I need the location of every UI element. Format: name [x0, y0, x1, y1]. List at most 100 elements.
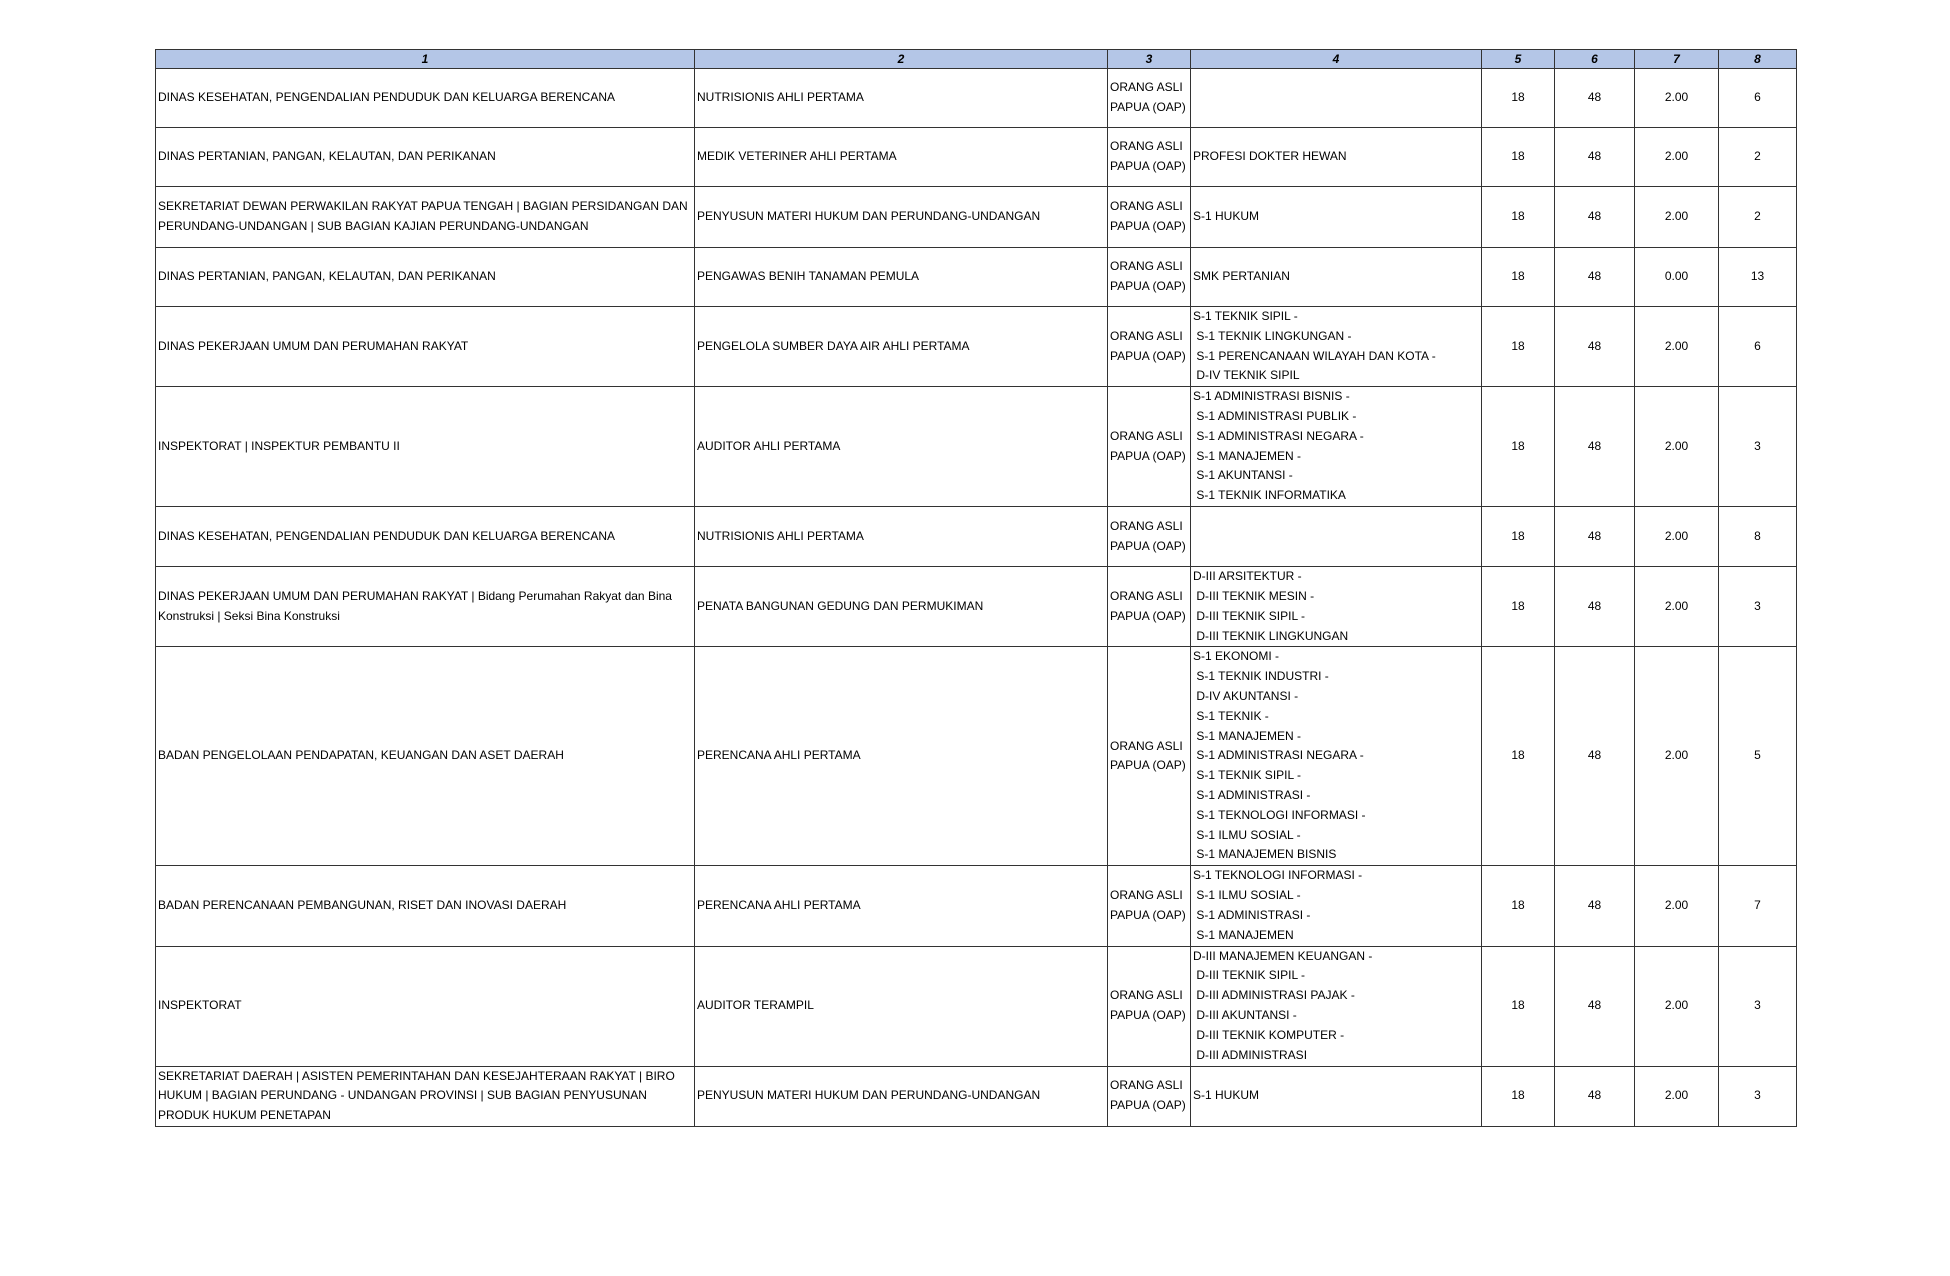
qualification-cell: S-1 HUKUM: [1190, 186, 1482, 248]
column-header-6: 6: [1554, 49, 1635, 69]
position-cell: NUTRISIONIS AHLI PERTAMA: [694, 68, 1108, 128]
table-row: INSPEKTORAT AUDITOR TERAMPIL ORANG ASLI PA…: [155, 945, 1797, 1067]
group-cell: ORANG ASLI PAPUA (OAP): [1107, 305, 1191, 388]
table-row: BADAN PENGELOLAAN PENDAPATAN, KEUANGAN D…: [155, 646, 1797, 867]
table-row: DINAS PEKERJAAN UMUM DAN PERUMAHAN RAKYA…: [155, 305, 1797, 388]
table-body: DINAS KESEHATAN, PENGENDALIAN PENDUDUK D…: [155, 68, 1797, 1127]
value-cell-8: 7: [1718, 865, 1797, 947]
position-cell: NUTRISIONIS AHLI PERTAMA: [694, 506, 1108, 568]
value-cell-8: 3: [1718, 386, 1797, 508]
value-cell-5: 18: [1481, 865, 1555, 947]
value-cell-8: 6: [1718, 68, 1797, 128]
value-cell-7: 2.00: [1634, 305, 1719, 388]
position-cell: PENYUSUN MATERI HUKUM DAN PERUNDANG-UNDA…: [694, 1065, 1108, 1127]
value-cell-5: 18: [1481, 127, 1555, 187]
value-cell-8: 3: [1718, 1065, 1797, 1127]
qualification-cell: D-III ARSITEKTUR - D-III TEKNIK MESIN - …: [1190, 566, 1482, 648]
value-cell-7: 0.00: [1634, 247, 1719, 307]
table-row: SEKRETARIAT DAERAH | ASISTEN PEMERINTAHA…: [155, 1065, 1797, 1127]
value-cell-6: 48: [1554, 646, 1635, 867]
group-cell: ORANG ASLI PAPUA (OAP): [1107, 386, 1191, 508]
value-cell-8: 5: [1718, 646, 1797, 867]
qualification-cell: S-1 TEKNIK SIPIL - S-1 TEKNIK LINGKUNGAN…: [1190, 305, 1482, 388]
table-row: SEKRETARIAT DEWAN PERWAKILAN RAKYAT PAPU…: [155, 186, 1797, 248]
value-cell-5: 18: [1481, 386, 1555, 508]
position-cell: AUDITOR AHLI PERTAMA: [694, 386, 1108, 508]
value-cell-8: 13: [1718, 247, 1797, 307]
value-cell-8: 3: [1718, 566, 1797, 648]
value-cell-6: 48: [1554, 1065, 1635, 1127]
unit-cell: DINAS KESEHATAN, PENGENDALIAN PENDUDUK D…: [155, 506, 695, 568]
value-cell-6: 48: [1554, 865, 1635, 947]
unit-cell: SEKRETARIAT DEWAN PERWAKILAN RAKYAT PAPU…: [155, 186, 695, 248]
value-cell-5: 18: [1481, 566, 1555, 648]
position-cell: PENGAWAS BENIH TANAMAN PEMULA: [694, 247, 1108, 307]
qualification-cell: S-1 ADMINISTRASI BISNIS - S-1 ADMINISTRA…: [1190, 386, 1482, 508]
value-cell-7: 2.00: [1634, 506, 1719, 568]
qualification-cell: SMK PERTANIAN: [1190, 247, 1482, 307]
value-cell-8: 2: [1718, 186, 1797, 248]
table-row: DINAS PERTANIAN, PANGAN, KELAUTAN, DAN P…: [155, 127, 1797, 187]
value-cell-6: 48: [1554, 386, 1635, 508]
value-cell-5: 18: [1481, 305, 1555, 388]
value-cell-5: 18: [1481, 646, 1555, 867]
value-cell-8: 8: [1718, 506, 1797, 568]
table-row: DINAS PEKERJAAN UMUM DAN PERUMAHAN RAKYA…: [155, 566, 1797, 648]
value-cell-6: 48: [1554, 945, 1635, 1067]
group-cell: ORANG ASLI PAPUA (OAP): [1107, 945, 1191, 1067]
unit-cell: BADAN PERENCANAAN PEMBANGUNAN, RISET DAN…: [155, 865, 695, 947]
unit-cell: INSPEKTORAT: [155, 945, 695, 1067]
column-header-2: 2: [694, 49, 1108, 69]
value-cell-7: 2.00: [1634, 1065, 1719, 1127]
value-cell-7: 2.00: [1634, 127, 1719, 187]
qualification-cell: S-1 HUKUM: [1190, 1065, 1482, 1127]
value-cell-7: 2.00: [1634, 386, 1719, 508]
value-cell-7: 2.00: [1634, 68, 1719, 128]
value-cell-6: 48: [1554, 305, 1635, 388]
position-cell: PENATA BANGUNAN GEDUNG DAN PERMUKIMAN: [694, 566, 1108, 648]
group-cell: ORANG ASLI PAPUA (OAP): [1107, 127, 1191, 187]
value-cell-5: 18: [1481, 1065, 1555, 1127]
value-cell-5: 18: [1481, 945, 1555, 1067]
qualification-cell: S-1 TEKNOLOGI INFORMASI - S-1 ILMU SOSIA…: [1190, 865, 1482, 947]
table-row: BADAN PERENCANAAN PEMBANGUNAN, RISET DAN…: [155, 865, 1797, 947]
value-cell-5: 18: [1481, 68, 1555, 128]
group-cell: ORANG ASLI PAPUA (OAP): [1107, 68, 1191, 128]
column-header-4: 4: [1190, 49, 1482, 69]
value-cell-7: 2.00: [1634, 865, 1719, 947]
group-cell: ORANG ASLI PAPUA (OAP): [1107, 865, 1191, 947]
position-cell: PERENCANA AHLI PERTAMA: [694, 646, 1108, 867]
column-header-5: 5: [1481, 49, 1555, 69]
value-cell-5: 18: [1481, 247, 1555, 307]
qualification-cell: [1190, 68, 1482, 128]
table-row: INSPEKTORAT | INSPEKTUR PEMBANTU II AUDIT…: [155, 386, 1797, 508]
unit-cell: DINAS PEKERJAAN UMUM DAN PERUMAHAN RAKYA…: [155, 566, 695, 648]
position-cell: PENYUSUN MATERI HUKUM DAN PERUNDANG-UNDA…: [694, 186, 1108, 248]
group-cell: ORANG ASLI PAPUA (OAP): [1107, 186, 1191, 248]
column-header-8: 8: [1718, 49, 1797, 69]
unit-cell: DINAS KESEHATAN, PENGENDALIAN PENDUDUK D…: [155, 68, 695, 128]
value-cell-7: 2.00: [1634, 945, 1719, 1067]
value-cell-5: 18: [1481, 506, 1555, 568]
column-header-1: 1: [155, 49, 695, 69]
value-cell-7: 2.00: [1634, 566, 1719, 648]
qualification-cell: D-III MANAJEMEN KEUANGAN - D-III TEKNIK …: [1190, 945, 1482, 1067]
unit-cell: DINAS PERTANIAN, PANGAN, KELAUTAN, DAN P…: [155, 247, 695, 307]
unit-cell: INSPEKTORAT | INSPEKTUR PEMBANTU II: [155, 386, 695, 508]
group-cell: ORANG ASLI PAPUA (OAP): [1107, 247, 1191, 307]
value-cell-6: 48: [1554, 186, 1635, 248]
group-cell: ORANG ASLI PAPUA (OAP): [1107, 566, 1191, 648]
table-row: DINAS KESEHATAN, PENGENDALIAN PENDUDUK D…: [155, 506, 1797, 568]
table-row: DINAS PERTANIAN, PANGAN, KELAUTAN, DAN P…: [155, 247, 1797, 307]
header-row: 1 2 3 4 5 6 7 8: [155, 49, 1797, 69]
position-cell: PENGELOLA SUMBER DAYA AIR AHLI PERTAMA: [694, 305, 1108, 388]
qualification-cell: PROFESI DOKTER HEWAN: [1190, 127, 1482, 187]
value-cell-8: 3: [1718, 945, 1797, 1067]
unit-cell: SEKRETARIAT DAERAH | ASISTEN PEMERINTAHA…: [155, 1065, 695, 1127]
column-header-7: 7: [1634, 49, 1719, 69]
data-table: 1 2 3 4 5 6 7 8 DINAS KESEHATAN, PENGEND…: [155, 49, 1797, 1127]
qualification-cell: S-1 EKONOMI - S-1 TEKNIK INDUSTRI - D-IV…: [1190, 646, 1482, 867]
qualification-cell: [1190, 506, 1482, 568]
table-row: DINAS KESEHATAN, PENGENDALIAN PENDUDUK D…: [155, 68, 1797, 128]
value-cell-8: 6: [1718, 305, 1797, 388]
